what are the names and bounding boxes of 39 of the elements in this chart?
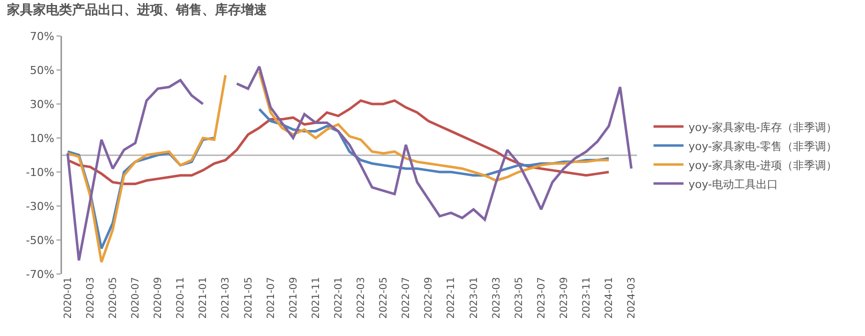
x-tick-label: 2022-03 [356, 277, 368, 319]
y-tick-label: 10% [30, 132, 54, 145]
legend-label: yoy-家具家电-库存（非季调） [688, 120, 837, 134]
x-tick-label: 2021-11 [310, 277, 322, 319]
y-tick-label: -30% [26, 200, 54, 213]
y-tick-label: 30% [30, 98, 54, 111]
x-tick-label: 2022-01 [333, 277, 344, 319]
x-tick-label: 2020-05 [108, 277, 119, 319]
x-tick-label: 2021-07 [266, 277, 277, 319]
x-tick-label: 2020-09 [153, 277, 164, 319]
legend-label: yoy-家具家电-零售（非季调） [688, 140, 837, 153]
x-tick-label: 2023-05 [514, 277, 525, 319]
legend-label: yoy-家具家电-进项（非季调） [688, 158, 837, 172]
x-tick-label: 2024-03 [626, 277, 638, 319]
y-tick-label: 50% [30, 64, 54, 77]
x-tick-label: 2021-03 [220, 277, 232, 319]
x-tick-label: 2021-05 [243, 277, 254, 319]
x-tick-label: 2021-09 [288, 277, 300, 319]
y-tick-label: -10% [26, 166, 54, 179]
x-tick-label: 2023-09 [558, 277, 570, 319]
x-tick-label: 2021-01 [198, 277, 210, 319]
legend-label: yoy-电动工具出口 [688, 178, 778, 191]
x-tick-label: 2022-09 [424, 277, 435, 319]
x-tick-label: 2024-01 [604, 277, 616, 319]
y-tick-label: -50% [26, 234, 54, 247]
chart-title: 家具家电类产品出口、进项、销售、库存增速 [6, 2, 268, 18]
y-tick-label: -70% [26, 268, 54, 281]
y-tick-label: 70% [30, 30, 54, 43]
x-tick-label: 2023-07 [536, 277, 548, 319]
x-tick-label: 2022-07 [401, 277, 412, 319]
x-tick-label: 2022-11 [446, 277, 458, 319]
x-tick-label: 2020-03 [85, 277, 96, 319]
x-tick-label: 2020-11 [176, 277, 187, 319]
x-tick-label: 2020-01 [62, 277, 74, 319]
x-tick-label: 2020-07 [130, 277, 142, 319]
x-tick-label: 2023-01 [468, 277, 480, 319]
x-tick-label: 2023-11 [582, 277, 593, 319]
x-tick-label: 2023-03 [491, 277, 502, 319]
x-tick-label: 2022-05 [378, 277, 390, 319]
